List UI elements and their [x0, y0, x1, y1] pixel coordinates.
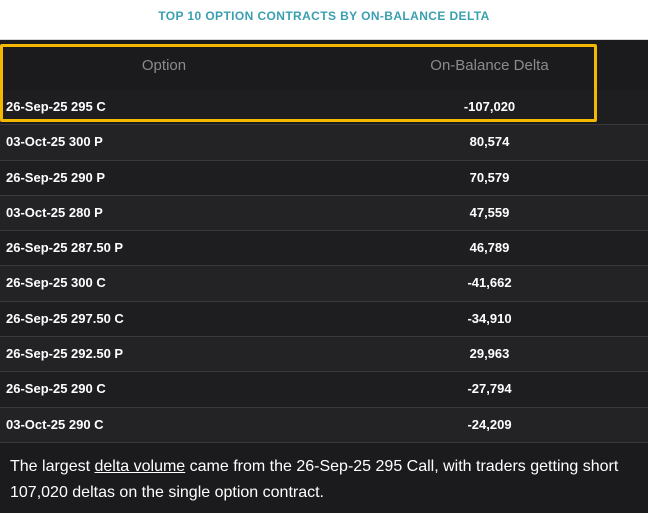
delta-cell: 46,789: [469, 240, 510, 256]
option-cell: 26-Sep-25 300 C: [6, 275, 106, 291]
option-cell: 03-Oct-25 280 P: [6, 204, 103, 220]
option-cell: 03-Oct-25 290 C: [6, 416, 104, 432]
delta-cell: -41,662: [467, 275, 512, 291]
caption-text-end: came from the 26-Sep-25 295 Call, with t…: [10, 458, 619, 501]
table-row: 26-Sep-25 290 P 70,579: [0, 160, 648, 196]
table-row: 26-Sep-25 287.50 P 46,789: [0, 231, 648, 267]
table-row: 26-Sep-25 295 C -107,020: [0, 90, 648, 126]
table-row: 03-Oct-25 280 P 47,559: [0, 195, 648, 232]
delta-cell: 80,574: [469, 134, 510, 150]
delta-cell: -107,020: [463, 99, 516, 114]
column-header-delta: On-Balance Delta: [430, 57, 549, 74]
table-header: Option On-Balance Delta: [0, 40, 648, 90]
table-row: 26-Sep-25 300 C -41,662: [0, 266, 648, 302]
table-row: 03-Oct-25 300 P 80,574: [0, 125, 648, 161]
table-body: 26-Sep-25 295 C -107,020 03-Oct-25 300 P…: [0, 90, 648, 443]
table-title: TOP 10 OPTION CONTRACTS BY ON-BALANCE DE…: [158, 9, 490, 23]
delta-cell: 70,579: [469, 169, 510, 185]
option-cell: 03-Oct-25 300 P: [6, 134, 103, 150]
delta-cell: 29,963: [469, 346, 510, 362]
table-title-bar: TOP 10 OPTION CONTRACTS BY ON-BALANCE DE…: [0, 0, 648, 40]
table-row: 26-Sep-25 292.50 P 29,963: [0, 337, 648, 373]
delta-volume-link[interactable]: delta volume: [94, 458, 186, 475]
caption-text-start: The largest: [10, 458, 95, 475]
option-cell: 26-Sep-25 297.50 C: [6, 310, 124, 326]
option-cell: 26-Sep-25 295 C: [6, 99, 106, 114]
table-row: 26-Sep-25 290 C -27,794: [0, 372, 648, 408]
option-cell: 26-Sep-25 290 C: [6, 381, 106, 397]
option-cell: 26-Sep-25 287.50 P: [6, 240, 124, 256]
option-cell: 26-Sep-25 292.50 P: [6, 346, 124, 362]
delta-cell: -27,794: [467, 381, 512, 397]
table-row: 26-Sep-25 297.50 C -34,910: [0, 301, 648, 338]
table-row: 03-Oct-25 290 C -24,209: [0, 407, 648, 443]
option-delta-table: Option On-Balance Delta 26-Sep-25 295 C …: [0, 40, 648, 443]
delta-cell: -34,910: [467, 310, 512, 326]
option-cell: 26-Sep-25 290 P: [6, 169, 106, 185]
delta-cell: -24,209: [467, 416, 512, 432]
summary-caption: The largest delta volume came from the 2…: [10, 454, 640, 506]
delta-cell: 47,559: [469, 204, 510, 220]
column-header-option: Option: [141, 57, 187, 74]
